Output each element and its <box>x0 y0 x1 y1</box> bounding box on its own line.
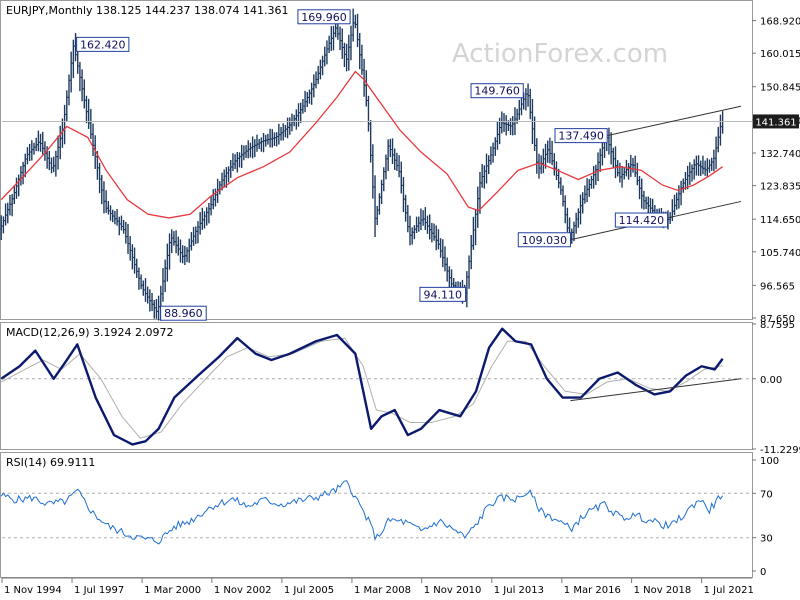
price-y-axis: 168.920160.015150.845141.800132.740123.8… <box>752 17 800 325</box>
price-annotation: 94.110 <box>419 286 467 302</box>
x-tick-label: 1 Jul 2021 <box>704 585 754 596</box>
rsi-panel-title: RSI(14) 69.9111 <box>6 456 95 469</box>
x-tick-label: 1 Nov 2018 <box>634 585 692 596</box>
annotation-box <box>614 212 669 228</box>
rsi-tick-label: 0 <box>760 567 766 578</box>
annotation-label: 109.030 <box>522 234 568 247</box>
x-tick-label: 1 Mar 2016 <box>564 585 621 596</box>
annotation-label: 137.490 <box>558 130 604 143</box>
price-tick-label: 168.920 <box>760 17 800 28</box>
price-annotation: 109.030 <box>517 232 571 248</box>
rsi-tick-label: 30 <box>760 534 773 545</box>
annotation-box <box>517 232 571 248</box>
price-tick-label: 132.740 <box>760 149 800 160</box>
price-annotations: 162.420 169.960 149.760 137.490 88.960 94.110… <box>76 9 669 321</box>
macd-trendline <box>570 378 742 402</box>
price-panel-title: EURJPY,Monthly 138.125 144.237 138.074 1… <box>6 4 288 17</box>
rsi-tick-label: 100 <box>760 456 779 467</box>
x-tick-label: 1 Nov 2002 <box>214 585 272 596</box>
price-annotation: 162.420 <box>76 36 130 52</box>
annotation-label: 169.960 <box>301 11 347 24</box>
x-tick-label: 1 Mar 2000 <box>144 585 201 596</box>
macd-layer <box>0 327 752 446</box>
x-tick-label: 1 Nov 2010 <box>424 585 482 596</box>
x-tick-label: 1 Jul 1997 <box>74 585 124 596</box>
price-tick-label: 123.835 <box>760 182 800 193</box>
annotation-label: 162.420 <box>80 38 126 51</box>
x-tick-label: 1 Jul 2013 <box>494 585 544 596</box>
macd-tick-label: 8.7595 <box>760 320 795 331</box>
rsi-line <box>0 480 724 545</box>
current-price-label: 141.361 <box>755 117 796 128</box>
price-annotation: 169.960 <box>297 9 351 25</box>
macd-tick-label: -11.2299 <box>760 445 800 456</box>
price-bars <box>0 8 725 321</box>
annotation-box <box>76 36 130 52</box>
annotation-box <box>297 9 351 25</box>
price-annotation: 88.960 <box>160 305 207 321</box>
price-tick-label: 105.740 <box>760 248 800 259</box>
rsi-y-axis: 100 70 30 0 <box>752 456 779 578</box>
x-tick-label: 1 Jul 2005 <box>284 585 334 596</box>
annotation-box <box>470 83 524 99</box>
macd-tick-label: 0.00 <box>760 375 782 386</box>
macd-y-axis: 8.7595 0.00 -11.2299 <box>752 320 800 456</box>
price-tick-label: 160.015 <box>760 49 800 60</box>
moving-average-line <box>0 70 723 219</box>
annotation-label: 149.760 <box>474 85 520 98</box>
rsi-layer <box>0 480 752 545</box>
annotation-box <box>419 286 467 302</box>
annotation-label: 88.960 <box>164 307 203 320</box>
annotation-box <box>160 305 207 321</box>
time-x-axis: 1 Nov 1994 1 Jul 1997 1 Mar 2000 1 Nov 2002… <box>1 577 754 596</box>
price-tick-label: 114.650 <box>760 215 800 226</box>
macd-line <box>0 327 724 446</box>
x-tick-label: 1 Mar 2008 <box>354 585 411 596</box>
macd-panel-frame <box>0 322 753 450</box>
price-annotation: 149.760 <box>470 83 524 99</box>
price-panel-frame <box>0 0 753 320</box>
macd-panel-title: MACD(12,26,9) 3.1924 2.0972 <box>6 326 174 339</box>
current-price-label-box <box>753 114 799 129</box>
macd-signal-line <box>0 337 723 439</box>
price-tick-label: 150.845 <box>760 83 800 94</box>
annotation-label: 94.110 <box>423 288 462 301</box>
price-tick-label: 87.650 <box>760 314 795 325</box>
price-annotation: 137.490 <box>554 128 608 144</box>
channel-trendline <box>607 105 742 137</box>
price-annotation: 114.420 <box>614 212 669 228</box>
rsi-tick-label: 70 <box>760 489 773 500</box>
watermark-text: ActionForex.com <box>452 39 668 69</box>
x-tick-label: 1 Nov 1994 <box>4 585 62 596</box>
annotation-label: 114.420 <box>619 214 665 227</box>
annotation-box <box>554 128 608 144</box>
price-tick-label: 96.565 <box>760 281 795 292</box>
